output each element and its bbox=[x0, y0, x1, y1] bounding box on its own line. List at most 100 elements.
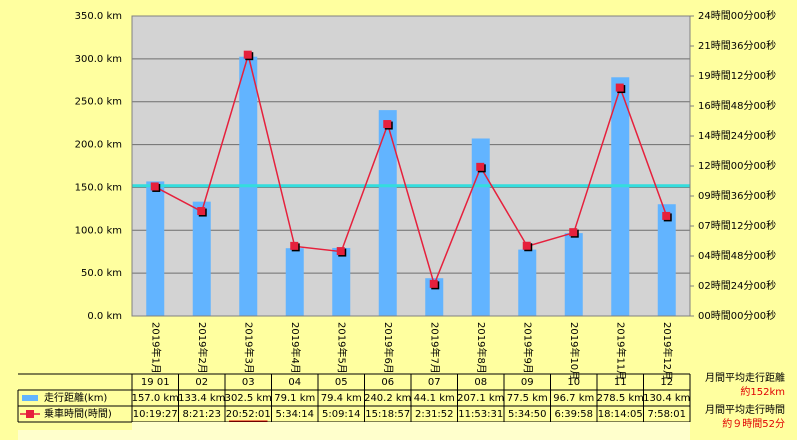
marker bbox=[476, 162, 485, 171]
table-cell: 5:34:50 bbox=[508, 409, 547, 420]
marker bbox=[336, 247, 345, 256]
table-header: 09 bbox=[521, 377, 534, 388]
table-cell: 5:34:14 bbox=[275, 409, 314, 420]
table-cell: 77.5 km bbox=[507, 393, 548, 404]
x-tick-label: 2019年4月 bbox=[289, 322, 302, 374]
x-tick-label: 2019年10月 bbox=[568, 322, 581, 380]
y-tick-label: 150.0 km bbox=[75, 182, 122, 193]
marker bbox=[522, 241, 531, 250]
x-tick-label: 2019年1月 bbox=[149, 322, 162, 374]
table-header: 04 bbox=[288, 377, 301, 388]
bar bbox=[564, 233, 583, 316]
y-tick-label: 350.0 km bbox=[75, 11, 122, 22]
legend-swatch bbox=[22, 395, 38, 401]
marker bbox=[615, 83, 624, 92]
table-row-bg bbox=[132, 422, 690, 430]
table-header: 07 bbox=[428, 377, 441, 388]
annotation: 月間平均走行距離 bbox=[705, 371, 785, 384]
y-tick-label: 200.0 km bbox=[75, 140, 122, 151]
annotation: 月間平均走行時間 bbox=[705, 403, 785, 416]
y-tick-label: 250.0 km bbox=[75, 97, 122, 108]
table-cell: 79.4 km bbox=[321, 393, 362, 404]
bar bbox=[192, 201, 211, 316]
x-tick-label: 2019年5月 bbox=[335, 322, 348, 374]
y-tick-label: 300.0 km bbox=[75, 54, 122, 65]
table-header: 08 bbox=[474, 377, 487, 388]
bar bbox=[518, 249, 537, 316]
bar bbox=[285, 248, 304, 316]
plot-area bbox=[131, 15, 691, 317]
y2-tick-label: 02時間24分00秒 bbox=[698, 279, 776, 292]
table-header: 12 bbox=[660, 377, 673, 388]
annotation: 約152km bbox=[740, 385, 785, 398]
bar bbox=[471, 138, 490, 316]
y2-tick-label: 19時間12分00秒 bbox=[698, 69, 776, 82]
table-cell: 7:58:01 bbox=[647, 409, 686, 420]
legend-label: 乗車時間(時間) bbox=[44, 407, 112, 420]
table-cell: 6:39:58 bbox=[554, 409, 593, 420]
marker bbox=[662, 211, 671, 220]
y2-tick-label: 04時間48分00秒 bbox=[698, 249, 776, 262]
y2-tick-label: 16時間48分00秒 bbox=[698, 99, 776, 112]
table-cell: 44.1 km bbox=[414, 393, 455, 404]
bar bbox=[332, 247, 351, 316]
table-cell: 207.1 km bbox=[457, 393, 504, 404]
x-tick-label: 2019年2月 bbox=[196, 322, 209, 374]
table-cell: 240.2 km bbox=[364, 393, 411, 404]
table-cell: 20:52:01 bbox=[226, 409, 271, 420]
table-cell: 5:09:14 bbox=[322, 409, 361, 420]
table-header: 03 bbox=[242, 377, 255, 388]
bar bbox=[146, 181, 165, 316]
y2-tick-label: 00時間00分00秒 bbox=[698, 309, 776, 322]
table-cell: 15:18:57 bbox=[365, 409, 410, 420]
table-cell: 96.7 km bbox=[553, 393, 594, 404]
table-cell: 10:19:27 bbox=[133, 409, 178, 420]
bar bbox=[611, 77, 630, 317]
line bbox=[154, 52, 668, 287]
y2-tick-label: 14時間24分00秒 bbox=[698, 129, 776, 142]
y-tick-label: 0.0 km bbox=[87, 311, 122, 322]
legend-label: 走行距離(km) bbox=[44, 391, 107, 404]
marker bbox=[290, 241, 299, 250]
y2-tick-label: 12時間00分00秒 bbox=[698, 159, 776, 172]
table-cell: 130.4 km bbox=[643, 393, 690, 404]
table-cell: 133.4 km bbox=[178, 393, 225, 404]
x-tick-label: 2019年6月 bbox=[382, 322, 395, 374]
bar bbox=[657, 204, 676, 316]
table-header: 11 bbox=[614, 377, 627, 388]
table-header: 10 bbox=[567, 377, 580, 388]
annotation: 約９時間52分 bbox=[722, 417, 785, 430]
y-tick-label: 50.0 km bbox=[81, 268, 122, 279]
x-tick-label: 2019年7月 bbox=[428, 322, 441, 374]
table-header: 05 bbox=[335, 377, 348, 388]
table-cell: 302.5 km bbox=[225, 393, 272, 404]
table-header: 19 01 bbox=[141, 377, 170, 388]
marker bbox=[243, 50, 252, 59]
table-cell: 18:14:05 bbox=[598, 409, 643, 420]
marker bbox=[383, 120, 392, 129]
legend-marker bbox=[26, 410, 34, 418]
marker bbox=[569, 228, 578, 237]
y2-tick-label: 24時間00分00秒 bbox=[698, 9, 776, 22]
x-tick-label: 2019年8月 bbox=[475, 322, 488, 374]
y2-tick-label: 07時間12分00秒 bbox=[698, 219, 776, 232]
table-header: 02 bbox=[195, 377, 208, 388]
table-cell: 157.0 km bbox=[132, 393, 179, 404]
x-tick-label: 2019年3月 bbox=[242, 322, 255, 374]
table-cell: 8:21:23 bbox=[182, 409, 221, 420]
bar bbox=[378, 110, 397, 316]
y2-tick-label: 21時間36分00秒 bbox=[698, 39, 776, 52]
table-cell: 11:53:31 bbox=[458, 409, 503, 420]
marker bbox=[150, 182, 159, 191]
marker bbox=[429, 279, 438, 288]
table-cell: 79.1 km bbox=[274, 393, 315, 404]
plot-border bbox=[131, 15, 691, 317]
table-header: 06 bbox=[381, 377, 394, 388]
x-tick-label: 2019年9月 bbox=[521, 322, 534, 374]
table-cell: 2:31:52 bbox=[415, 409, 454, 420]
y2-tick-label: 09時間36分00秒 bbox=[698, 189, 776, 202]
table-footer bbox=[18, 430, 690, 440]
table-cell: 278.5 km bbox=[597, 393, 644, 404]
x-tick-label: 2019年11月 bbox=[614, 322, 627, 380]
